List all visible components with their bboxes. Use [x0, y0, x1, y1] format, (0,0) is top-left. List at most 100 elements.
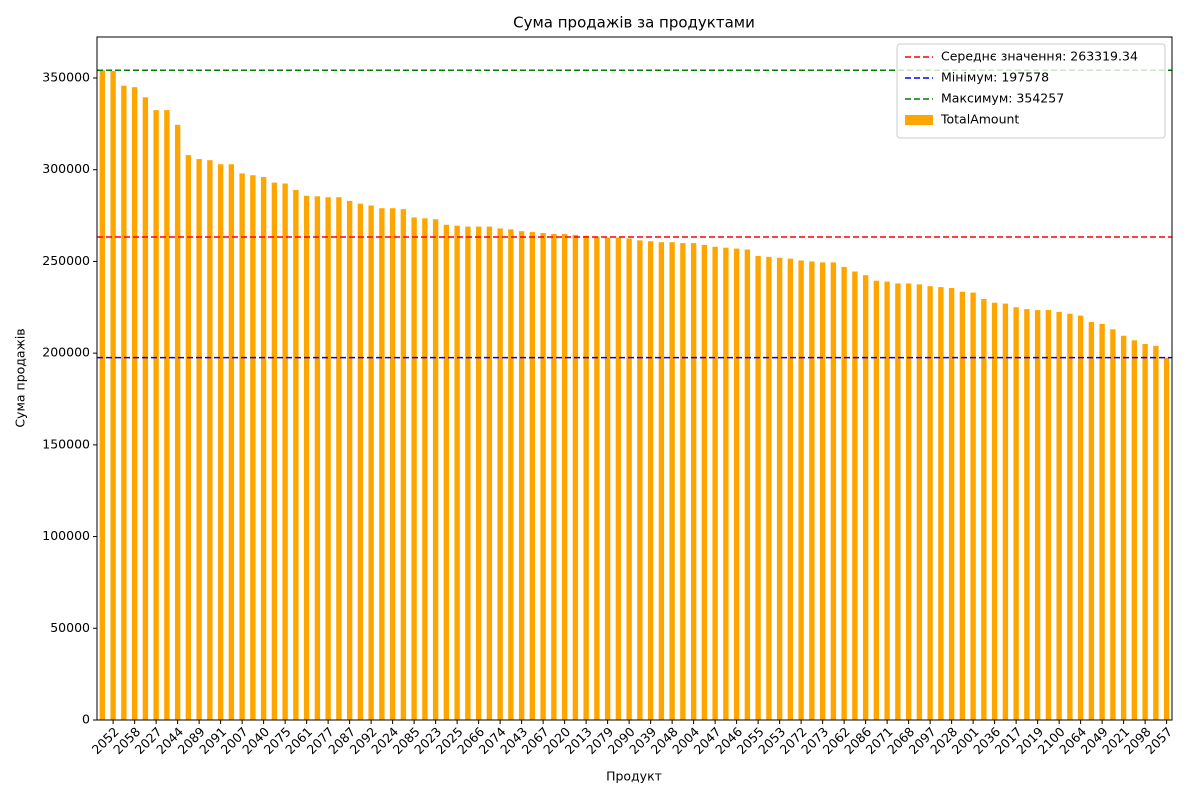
bar — [497, 228, 503, 721]
bar — [1120, 335, 1127, 720]
bar — [271, 182, 278, 720]
bar — [465, 226, 471, 720]
bar — [1099, 323, 1105, 720]
bar — [1013, 307, 1019, 720]
bar — [744, 249, 751, 720]
bar — [303, 195, 310, 721]
bar — [819, 262, 826, 720]
bar — [486, 226, 493, 720]
legend-label: Мінімум: 197578 — [941, 70, 1049, 85]
bar — [669, 242, 675, 720]
bar — [1153, 345, 1159, 720]
bar — [1056, 311, 1062, 720]
bar — [540, 233, 546, 720]
legend-box — [896, 43, 1166, 139]
bar — [1131, 340, 1138, 720]
bar — [970, 292, 976, 720]
bar — [1163, 357, 1170, 720]
y-tick-label: 150000 — [42, 436, 90, 451]
bar — [755, 255, 761, 720]
bar — [959, 291, 966, 720]
bar — [99, 70, 106, 720]
bar — [637, 240, 643, 721]
bar — [314, 196, 321, 721]
bar — [862, 275, 869, 720]
bar — [927, 286, 933, 720]
bar — [293, 189, 299, 721]
bar — [787, 258, 794, 720]
y-tick-label: 300000 — [42, 161, 90, 176]
bar — [153, 110, 159, 721]
bar — [196, 159, 202, 720]
bar — [733, 248, 740, 720]
legend: Середнє значення: 263319.34 Мінімум: 1975… — [896, 43, 1166, 139]
bar — [389, 208, 396, 720]
bar — [185, 155, 192, 720]
bar — [443, 224, 450, 720]
bar — [207, 160, 213, 720]
bar — [325, 197, 331, 721]
bar — [518, 231, 525, 720]
bar — [475, 226, 482, 720]
legend-label: Максимум: 354257 — [941, 91, 1064, 106]
bar — [938, 287, 944, 720]
bar — [1002, 303, 1009, 720]
bar — [690, 243, 697, 720]
bar — [895, 283, 901, 720]
y-axis-label: Сума продажів — [13, 328, 28, 427]
legend-label: Середнє значення: 263319.34 — [941, 49, 1138, 64]
bar — [1077, 315, 1084, 720]
bar — [508, 229, 514, 720]
bar — [368, 205, 374, 720]
y-tick-label: 50000 — [50, 620, 90, 635]
bar — [131, 87, 138, 720]
bar — [852, 271, 858, 720]
bar — [615, 237, 622, 720]
x-axis-label: Продукт — [606, 769, 662, 784]
bar — [239, 173, 245, 721]
bar — [529, 232, 536, 720]
chart-title: Сума продажів за продуктами — [513, 14, 755, 32]
bar — [712, 246, 718, 721]
bar — [121, 85, 127, 720]
bar — [142, 97, 149, 721]
bar — [798, 260, 804, 720]
bar — [432, 219, 439, 720]
plot-frame — [96, 36, 1173, 721]
bar — [357, 203, 364, 720]
bar — [1045, 310, 1052, 720]
bar — [830, 262, 837, 720]
bar — [841, 266, 847, 720]
bar — [626, 238, 632, 720]
bar — [1110, 329, 1116, 720]
bar — [1024, 309, 1030, 720]
bar — [1088, 321, 1095, 720]
bar — [916, 284, 923, 720]
bar — [217, 164, 224, 720]
bar — [336, 197, 342, 721]
bar — [572, 234, 579, 721]
y-tick-label: 350000 — [42, 70, 90, 85]
bar — [680, 243, 686, 720]
bar — [379, 208, 385, 720]
bar — [346, 200, 353, 720]
bar — [250, 175, 256, 720]
bar — [594, 236, 600, 720]
bar — [583, 235, 589, 720]
bar — [884, 281, 890, 720]
bar — [551, 233, 557, 721]
bar — [905, 283, 912, 720]
bar — [981, 299, 987, 720]
bar — [1034, 310, 1041, 720]
bar — [658, 242, 665, 720]
bar — [174, 124, 181, 720]
bar — [766, 256, 772, 720]
bar — [604, 237, 611, 720]
bar — [282, 183, 288, 721]
bar — [647, 241, 654, 720]
bar — [260, 177, 267, 721]
bar — [948, 288, 955, 720]
bar — [1067, 313, 1073, 720]
bar — [228, 164, 235, 720]
